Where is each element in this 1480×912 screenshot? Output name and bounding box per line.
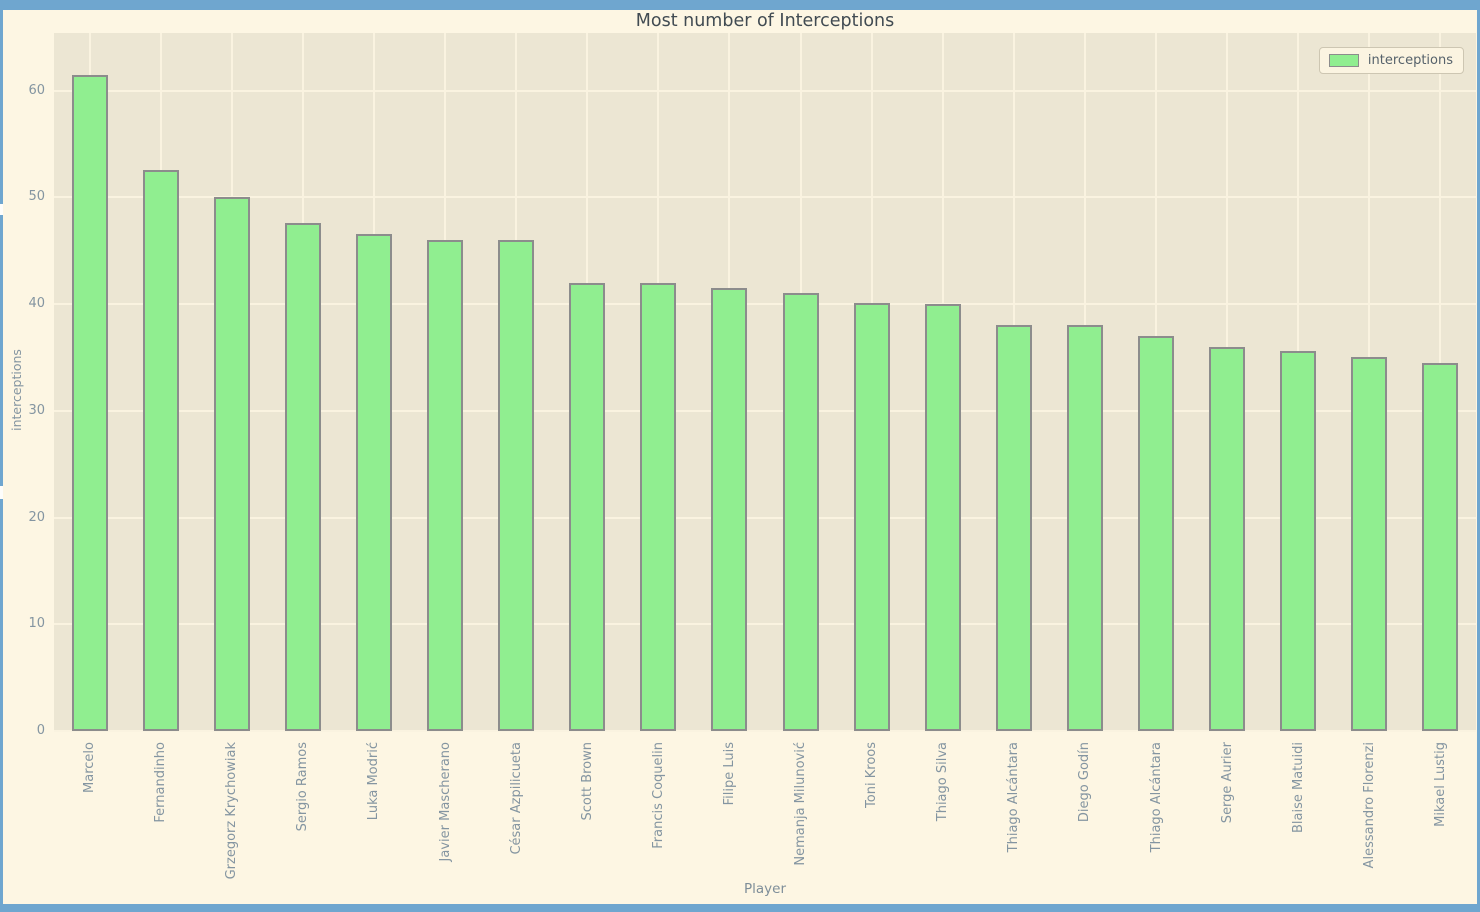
x-tick-label: Sergio Ramos (295, 742, 311, 832)
x-tick-label: Serge Aurier (1219, 742, 1235, 824)
gridline-horizontal (54, 623, 1476, 626)
gridline-horizontal (54, 303, 1476, 306)
bar-francis-coquelin (640, 282, 677, 731)
x-tick-label: Scott Brown (579, 742, 595, 821)
bar-luka-modri- (355, 233, 392, 731)
y-axis-label: interceptions (9, 349, 24, 431)
gridline-horizontal (54, 516, 1476, 519)
gridline-horizontal (54, 196, 1476, 199)
bar-alessandro-florenzi (1351, 357, 1388, 731)
x-tick-label: Mikael Lustig (1432, 742, 1448, 827)
x-tick-label: Nemanja Milunović (793, 742, 809, 866)
bar-thiago-alc-ntara (995, 325, 1032, 731)
y-tick-label: 10 (28, 616, 45, 632)
chart-figure: Most number of Interceptions 0 10 20 30 40 50… (3, 10, 1477, 904)
chart-title: Most number of Interceptions (635, 11, 895, 31)
x-tick-label: Alessandro Florenzi (1361, 742, 1377, 869)
bar-filipe-luis (711, 288, 748, 731)
y-tick-label: 20 (28, 509, 45, 525)
bar-sergio-ramos (284, 222, 321, 731)
bar-c-sar-azpilicueta (498, 240, 535, 731)
x-tick-label: Marcelo (82, 742, 98, 793)
x-tick-label: Thiago Alcántara (1006, 742, 1022, 853)
x-tick-label: Diego Godín (1077, 742, 1093, 823)
gridline-horizontal (54, 409, 1476, 412)
gridline-horizontal (54, 730, 1476, 732)
y-tick-label: 40 (28, 296, 45, 312)
bar-diego-god-n (1066, 325, 1103, 731)
bar-mikael-lustig (1422, 362, 1459, 731)
plot-area (54, 33, 1476, 732)
x-tick-label: Blaise Matuidi (1290, 742, 1306, 834)
x-tick-label: Grzegorz Krychowiak (224, 742, 240, 880)
legend: interceptions (1318, 47, 1464, 74)
bar-toni-kroos (853, 303, 890, 731)
x-tick-label: Javier Mascherano (437, 742, 453, 862)
left-border-notch (0, 486, 3, 499)
x-tick-label: Luka Modrić (366, 742, 382, 821)
y-tick-label: 30 (28, 402, 45, 418)
bar-grzegorz-krychowiak (213, 197, 250, 731)
x-tick-label: Filipe Luis (721, 742, 737, 806)
bar-serge-aurier (1209, 346, 1246, 731)
gridline-horizontal (54, 89, 1476, 92)
bar-scott-brown (569, 282, 606, 731)
bar-thiago-alc-ntara (1138, 336, 1175, 731)
x-tick-label: Thiago Alcántara (1148, 742, 1164, 853)
y-tick-label: 0 (36, 723, 45, 738)
legend-label: interceptions (1367, 53, 1453, 68)
bar-marcelo (71, 74, 108, 731)
x-axis-label: Player (743, 881, 786, 897)
left-border-notch (0, 204, 3, 215)
x-tick-label: Thiago Silva (935, 742, 951, 822)
x-tick-label: Toni Kroos (864, 742, 880, 808)
x-tick-label: César Azpilicueta (508, 742, 524, 855)
bar-blaise-matuidi (1280, 351, 1317, 731)
y-tick-label: 50 (28, 189, 45, 205)
bar-fernandinho (142, 169, 179, 731)
bar-thiago-silva (924, 304, 961, 731)
x-tick-label: Fernandinho (153, 742, 169, 823)
legend-swatch-icon (1328, 54, 1359, 67)
bar-javier-mascherano (427, 240, 464, 731)
x-tick-label: Francis Coquelin (650, 742, 666, 849)
bar-nemanja-milunovi- (782, 293, 819, 731)
y-tick-label: 60 (28, 82, 45, 98)
